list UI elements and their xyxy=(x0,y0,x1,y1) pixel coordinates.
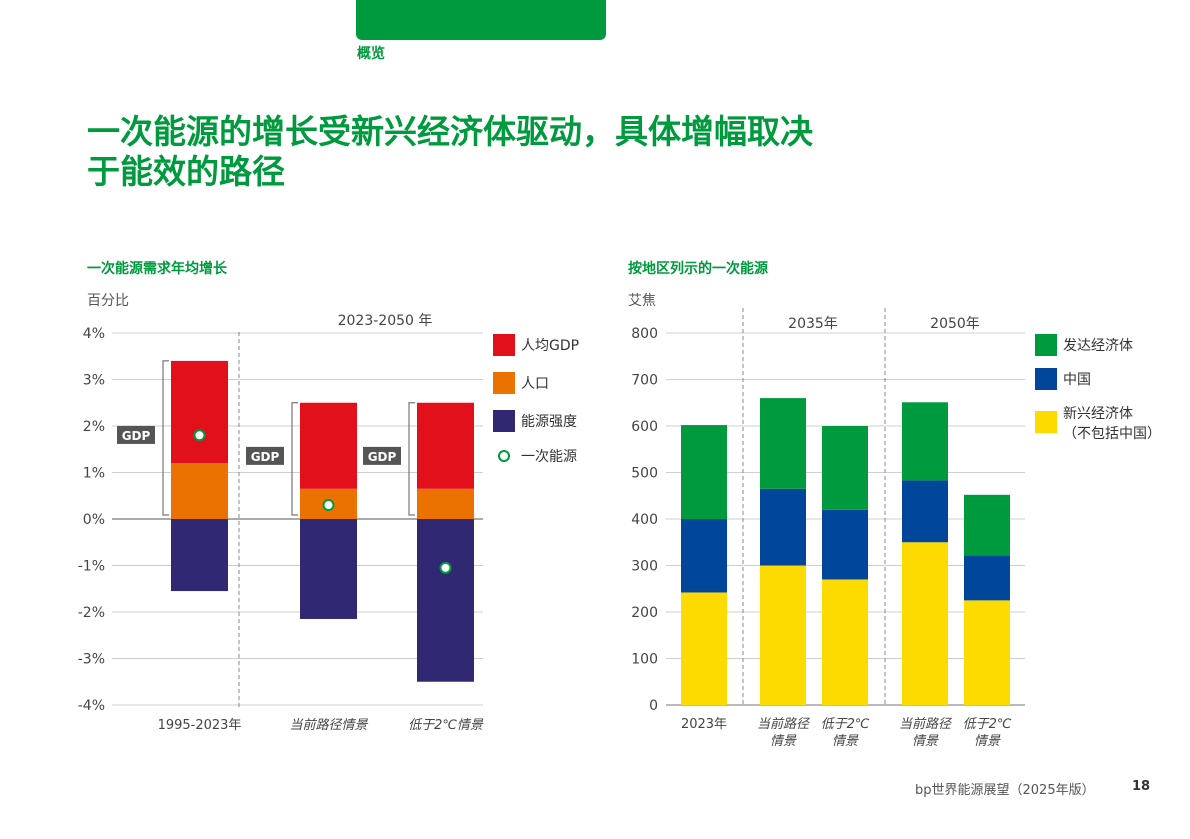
bar-developed xyxy=(760,398,806,489)
gdp-tag-bg xyxy=(363,446,401,465)
y-tick-label: 600 xyxy=(631,419,658,435)
legend-label: 中国 xyxy=(1063,372,1091,388)
gdp-bracket xyxy=(408,402,415,516)
primary-energy-marker xyxy=(439,561,452,574)
bar-china xyxy=(681,519,727,593)
bar-developed xyxy=(902,402,948,481)
x-tick-label: 当前路径 xyxy=(757,717,810,732)
legend-swatch xyxy=(493,372,515,394)
y-tick-label: 200 xyxy=(631,605,658,621)
x-tick-label: 当前路径情景 xyxy=(289,718,368,733)
gdp-bracket xyxy=(162,360,169,516)
primary-energy-marker xyxy=(322,499,335,512)
y-tick-label: -4% xyxy=(78,698,105,714)
chart2-unit: 艾焦 xyxy=(628,293,656,309)
bar-emerging xyxy=(760,565,806,705)
bar-developed xyxy=(681,425,727,519)
y-tick-label: 300 xyxy=(631,559,658,575)
y-tick-label: -1% xyxy=(78,559,105,575)
bar-emerging xyxy=(964,600,1010,705)
bar-population xyxy=(417,488,474,519)
gdp-tag-label: GDP xyxy=(122,429,151,443)
legend-swatch xyxy=(493,334,515,356)
bar-china xyxy=(760,488,806,566)
legend-label: 人均GDP xyxy=(521,338,579,354)
legend-swatch xyxy=(493,410,515,432)
gdp-tag-bg xyxy=(117,425,155,444)
y-tick-label: 2% xyxy=(83,419,105,435)
page-title: 一次能源的增长受新兴经济体驱动，具体增幅取决 于能效的路径 xyxy=(87,112,917,192)
legend-swatch xyxy=(1035,411,1057,433)
x-tick-label: 2023年 xyxy=(681,717,727,732)
y-tick-label: 500 xyxy=(631,466,658,482)
bar-developed xyxy=(822,426,868,510)
bar-energy-intensity xyxy=(417,519,474,682)
x-tick-label: 情景 xyxy=(974,734,1001,749)
bar-gdp-per-capita xyxy=(417,402,474,489)
bar-china xyxy=(822,509,868,580)
period-label: 2035年 xyxy=(788,316,838,332)
bar-energy-intensity xyxy=(171,519,228,592)
y-tick-label: 0% xyxy=(83,512,105,528)
footer-text: bp世界能源展望（2025年版） xyxy=(915,783,1095,798)
gdp-tag-label: GDP xyxy=(368,450,397,464)
y-tick-label: 100 xyxy=(631,652,658,668)
bar-china xyxy=(964,555,1010,601)
y-tick-label: -2% xyxy=(78,605,105,621)
legend-label: 一次能源 xyxy=(521,449,577,465)
y-tick-label: 4% xyxy=(83,326,105,342)
bar-population xyxy=(171,463,228,519)
y-tick-label: -3% xyxy=(78,652,105,668)
y-tick-label: 700 xyxy=(631,373,658,389)
period-label: 2050年 xyxy=(930,316,980,332)
x-tick-label: 情景 xyxy=(912,734,939,749)
page-title-line2: 于能效的路径 xyxy=(87,152,285,191)
y-tick-label: 0 xyxy=(649,698,658,714)
period-label: 2023-2050 年 xyxy=(338,313,433,329)
legend-label: （不包括中国） xyxy=(1063,426,1161,442)
y-tick-label: 3% xyxy=(83,373,105,389)
legend-label: 新兴经济体 xyxy=(1063,406,1133,422)
gdp-tag-bg xyxy=(246,446,284,465)
growth-chart: 4% 3% 2% 1% 0% -1% -2% -3% -4% 2023-2050 年 GDP 1995… xyxy=(78,313,579,733)
page-number: 18 xyxy=(1132,779,1151,794)
x-tick-label: 情景 xyxy=(770,734,797,749)
legend-label: 人口 xyxy=(521,376,549,392)
section-label: 概览 xyxy=(357,46,385,62)
y-tick-label: 400 xyxy=(631,512,658,528)
chart1-unit: 百分比 xyxy=(87,293,129,309)
legend-marker xyxy=(498,450,510,462)
chart2-title: 按地区列示的一次能源 xyxy=(628,261,768,277)
x-tick-label: 低于2℃ xyxy=(821,717,870,732)
bar-emerging xyxy=(902,542,948,705)
bar-energy-intensity xyxy=(300,519,357,619)
bar-gdp-per-capita xyxy=(300,402,357,489)
x-tick-label: 1995-2023年 xyxy=(158,718,242,733)
bar-china xyxy=(902,480,948,543)
y-tick-label: 1% xyxy=(83,466,105,482)
legend-label: 发达经济体 xyxy=(1063,338,1133,354)
x-tick-label: 低于2℃情景 xyxy=(408,718,484,733)
header-tab-bar xyxy=(356,0,606,40)
bar-emerging xyxy=(681,592,727,705)
legend-label: 能源强度 xyxy=(521,414,577,430)
legend-swatch xyxy=(1035,368,1057,390)
primary-energy-marker xyxy=(193,429,206,442)
gdp-bracket xyxy=(291,402,298,516)
legend-swatch xyxy=(1035,334,1057,356)
bar-gdp-per-capita xyxy=(171,360,228,464)
y-tick-label: 800 xyxy=(631,326,658,342)
page-title-line1: 一次能源的增长受新兴经济体驱动，具体增幅取决 xyxy=(87,112,813,151)
chart1-title: 一次能源需求年均增长 xyxy=(87,261,227,277)
bar-developed xyxy=(964,494,1010,556)
bar-emerging xyxy=(822,579,868,705)
gdp-tag-label: GDP xyxy=(251,450,280,464)
x-tick-label: 低于2℃ xyxy=(963,717,1012,732)
x-tick-label: 情景 xyxy=(832,734,859,749)
x-tick-label: 当前路径 xyxy=(899,717,952,732)
region-chart: 800 700 600 500 400 300 200 100 0 2035年 2050年 2023年… xyxy=(631,308,1161,749)
